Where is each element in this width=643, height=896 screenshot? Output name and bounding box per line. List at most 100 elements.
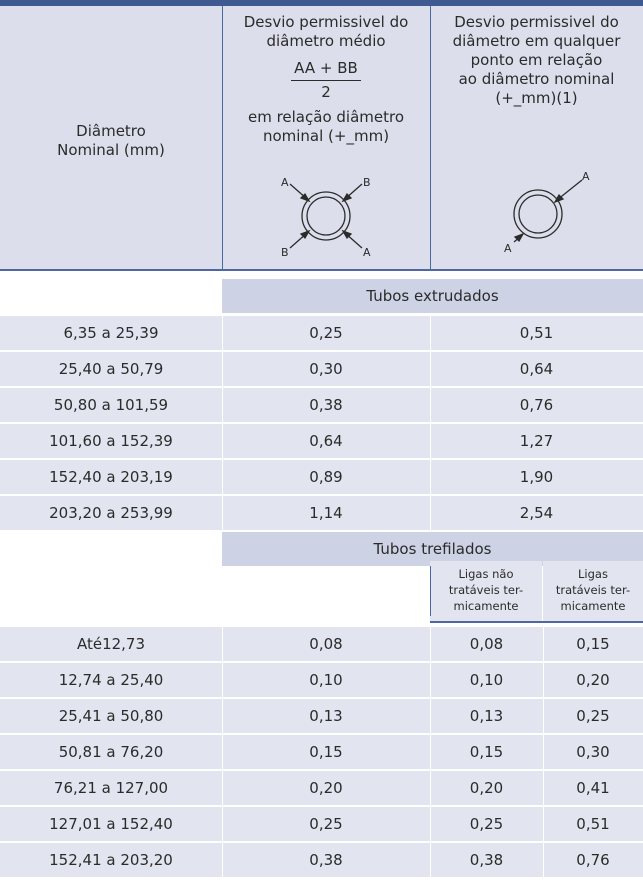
tube2-outer-circle (513, 189, 563, 239)
column-divider (543, 735, 544, 769)
cell-heat-treatable: 0,51 (576, 815, 610, 833)
cell-heat-treatable: 0,25 (576, 707, 610, 725)
cell-heat-treatable: 0,20 (576, 671, 610, 689)
tube-outer-circle (301, 191, 351, 241)
cell-mean-deviation: 0,08 (309, 635, 343, 653)
subheader-non-heat-treatable: Ligas não tratáveis ter- micamente (430, 561, 542, 621)
subheader-bottom-border (430, 621, 643, 623)
cell-non-heat-treatable: 0,15 (469, 743, 504, 761)
column-divider (222, 699, 223, 733)
diagram1-label-b-top: B (363, 176, 371, 189)
cell-non-heat-treatable: 0,20 (469, 779, 504, 797)
column-divider (222, 663, 223, 697)
subheader-heat-treatable: Ligas tratáveis ter- micamente (543, 561, 643, 621)
sub1-line3: micamente (453, 599, 519, 613)
cell-diameter-range: 203,20 a 253,99 (49, 504, 173, 522)
table-row: 25,41 a 50,80 0,13 0,13 0,25 (0, 699, 643, 733)
column-divider (430, 627, 431, 661)
column-divider (430, 771, 431, 805)
column-divider (543, 627, 544, 661)
column-divider (222, 735, 223, 769)
cell-diameter-range: 152,40 a 203,19 (49, 468, 173, 486)
sub1-line1: Ligas não (458, 567, 514, 581)
section-title-drawn: Tubos trefilados (222, 532, 643, 566)
table-row: 76,21 a 127,00 0,20 0,20 0,41 (0, 771, 643, 805)
cell-any-point-deviation: 0,51 (519, 324, 554, 342)
column-divider (222, 388, 223, 422)
column-divider (222, 316, 223, 350)
cell-heat-treatable: 0,30 (576, 743, 610, 761)
cell-diameter-range: 50,81 a 76,20 (58, 743, 164, 761)
cell-any-point-deviation: 0,64 (519, 360, 554, 378)
column-divider (222, 424, 223, 458)
column-divider (222, 352, 223, 386)
cell-non-heat-treatable: 0,25 (469, 815, 504, 833)
diagram1-label-a-top: A (281, 176, 289, 189)
header-any-point-label: Desvio permissivel do diâmetro em qualqu… (430, 13, 643, 108)
mean-formula: AA + BB 2 (222, 59, 430, 102)
sub2-line2: tratáveis ter- (555, 583, 631, 597)
header-diameter-label: Diâmetro Nominal (mm) (0, 122, 222, 160)
table-row: 152,41 a 203,20 0,38 0,38 0,76 (0, 843, 643, 877)
header-any-line1: Desvio permissivel do (454, 13, 619, 31)
diagram1-label-b-bottom: B (281, 246, 289, 259)
cell-mean-deviation: 0,13 (309, 707, 343, 725)
column-divider (222, 627, 223, 661)
header-mean-deviation-label: Desvio permissivel do diâmetro médio AA … (222, 13, 430, 146)
column-divider (430, 316, 431, 350)
table-row: 50,80 a 101,59 0,38 0,76 (0, 388, 643, 422)
header-mean-line2: diâmetro médio (266, 32, 386, 50)
header-diameter-line2: Nominal (mm) (57, 141, 165, 159)
cell-mean-deviation: 0,15 (309, 743, 343, 761)
cell-heat-treatable: 0,15 (576, 635, 610, 653)
cell-diameter-range: 6,35 a 25,39 (63, 324, 159, 342)
cell-non-heat-treatable: 0,13 (469, 707, 504, 725)
diagram2-label-a-top: A (582, 170, 590, 183)
cell-non-heat-treatable: 0,10 (469, 671, 504, 689)
header-diameter-line1: Diâmetro (76, 122, 146, 140)
cell-mean-deviation: 0,38 (309, 396, 343, 414)
mean-diameter-diagram: A B B A (281, 176, 371, 259)
cell-mean-deviation: 0,20 (309, 779, 343, 797)
column-divider (430, 843, 431, 877)
column-divider (543, 663, 544, 697)
any-point-diameter-diagram: A A (504, 170, 590, 255)
column-divider (543, 771, 544, 805)
cell-non-heat-treatable: 0,38 (469, 851, 504, 869)
table-row: 12,74 a 25,40 0,10 0,10 0,20 (0, 663, 643, 697)
cell-diameter-range: 25,41 a 50,80 (58, 707, 164, 725)
column-divider (222, 843, 223, 877)
header-cell-mean-deviation (222, 6, 430, 269)
column-divider (543, 807, 544, 841)
sub1-line2: tratáveis ter- (448, 583, 524, 597)
cell-mean-deviation: 1,14 (309, 504, 343, 522)
cell-any-point-deviation: 1,27 (519, 432, 554, 450)
header-mean-line4: nominal (+_mm) (262, 127, 390, 145)
cell-diameter-range: 152,41 a 203,20 (49, 851, 173, 869)
cell-diameter-range: 25,40 a 50,79 (58, 360, 164, 378)
header-any-line4: ao diâmetro nominal (458, 70, 615, 88)
column-divider (430, 388, 431, 422)
cell-any-point-deviation: 1,90 (519, 468, 554, 486)
cell-heat-treatable: 0,76 (576, 851, 610, 869)
cell-diameter-range: 127,01 a 152,40 (49, 815, 173, 833)
cell-mean-deviation: 0,25 (309, 324, 343, 342)
cell-mean-deviation: 0,38 (309, 851, 343, 869)
column-divider (430, 807, 431, 841)
diagram1-label-a-bottom: A (363, 246, 371, 259)
cell-diameter-range: 101,60 a 152,39 (49, 432, 173, 450)
tube-inner-circle (306, 196, 346, 236)
header-cell-diameter (0, 6, 222, 269)
cell-mean-deviation: 0,89 (309, 468, 343, 486)
column-divider (430, 699, 431, 733)
cell-mean-deviation: 0,10 (309, 671, 343, 689)
column-divider (222, 807, 223, 841)
table-row: 50,81 a 76,20 0,15 0,15 0,30 (0, 735, 643, 769)
header-bottom-border (0, 269, 643, 271)
diagram2-label-a-bottom: A (504, 242, 512, 255)
table-row: 101,60 a 152,39 0,64 1,27 (0, 424, 643, 458)
table-row: 6,35 a 25,39 0,25 0,51 (0, 316, 643, 350)
formula-denominator: 2 (321, 83, 331, 101)
cell-mean-deviation: 0,30 (309, 360, 343, 378)
cell-diameter-range: Até12,73 (76, 635, 146, 653)
